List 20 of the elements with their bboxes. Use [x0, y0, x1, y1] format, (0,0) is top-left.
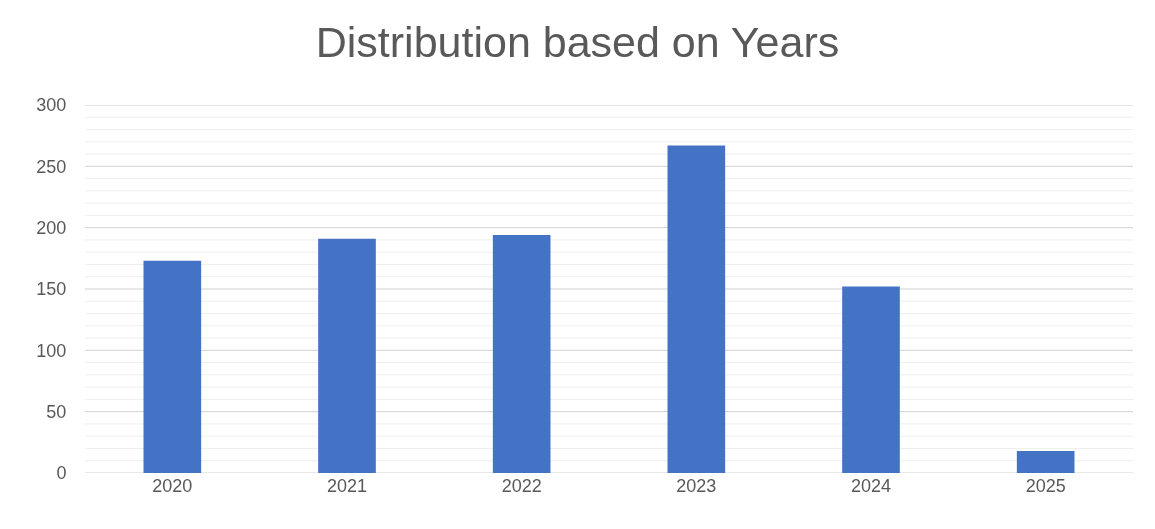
bar — [143, 260, 202, 473]
bar — [1016, 450, 1075, 473]
x-tick-label: 2023 — [676, 476, 717, 496]
bar — [318, 238, 376, 473]
x-tick-label: 2022 — [501, 476, 542, 496]
y-tick-label: 150 — [36, 279, 67, 300]
chart-title: Distribution based on Years — [315, 17, 840, 66]
y-tick-label: 0 — [56, 463, 67, 484]
y-tick-label: 100 — [36, 340, 67, 361]
x-tick-label: 2024 — [850, 476, 892, 496]
y-tick-label: 200 — [36, 217, 67, 238]
y-tick-label: 250 — [36, 156, 67, 177]
y-tick-label: 300 — [36, 95, 67, 116]
x-tick-label: 2021 — [326, 476, 368, 496]
bar — [492, 235, 551, 473]
x-tick-label: 2025 — [1025, 476, 1066, 496]
bar — [667, 145, 726, 473]
x-tick-label: 2020 — [152, 476, 193, 496]
bar — [842, 286, 900, 473]
y-tick-label: 50 — [46, 401, 67, 422]
